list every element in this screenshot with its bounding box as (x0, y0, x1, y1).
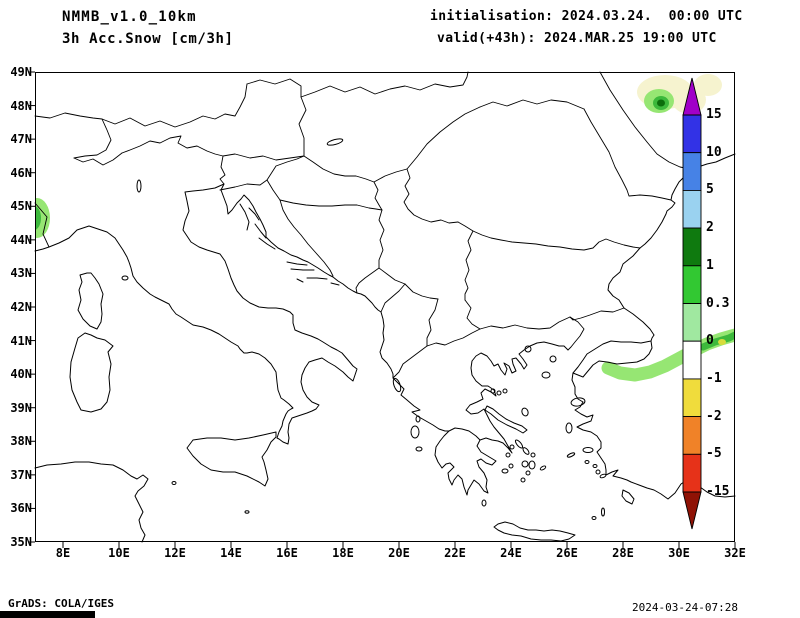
lon-tick-label: 32E (724, 546, 746, 560)
colorbar-scale (682, 77, 702, 530)
lat-tick-label: 39N (10, 400, 32, 415)
initialisation-time: initialisation: 2024.03.24. 00:00 UTC (430, 9, 743, 24)
colorbar-segment (682, 227, 702, 267)
grads-credit: GrADS: COLA/IGES (8, 597, 114, 610)
island-evia (484, 405, 528, 434)
lat-tick-label: 47N (10, 132, 32, 147)
colorbar-tick-label: -2 (706, 408, 722, 424)
island-crete (493, 521, 576, 542)
lat-tick-label: 38N (10, 434, 32, 449)
bottom-left-black-bar (0, 611, 95, 618)
lat-tick-label: 36N (10, 501, 32, 516)
colorbar-tick-label: 10 (706, 144, 722, 160)
lon-tick-label: 24E (500, 546, 522, 560)
colorbar-tick-label: 0 (706, 333, 714, 349)
colorbar (678, 70, 708, 539)
coast-greece-west (392, 377, 481, 441)
lat-tick-label: 49N (10, 65, 32, 79)
colorbar-segment (682, 265, 702, 304)
colorbar-segment (682, 114, 702, 154)
colorbar-segment (682, 453, 702, 493)
coast-sardinia (69, 332, 114, 413)
lon-tick-label: 12E (164, 546, 186, 560)
colorbar-tick-label: -1 (706, 370, 722, 386)
colorbar-segment (682, 491, 702, 530)
map-frame (35, 72, 735, 542)
lon-tick-label: 18E (332, 546, 354, 560)
lon-tick-label: 20E (388, 546, 410, 560)
lon-tick-label: 30E (668, 546, 690, 560)
field-title: 3h Acc.Snow [cm/3h] (62, 31, 234, 47)
colorbar-tick-label: 15 (706, 107, 722, 122)
coast-bulgaria-turkey (607, 247, 655, 336)
lon-tick-label: 14E (220, 546, 242, 560)
coast-sicily (186, 431, 277, 487)
colorbar-segment (682, 378, 702, 418)
country-borders (34, 71, 691, 379)
lon-tick-label: 22E (444, 546, 466, 560)
lat-tick-label: 41N (10, 333, 32, 348)
coast-corsica (77, 272, 104, 330)
lat-tick-label: 44N (10, 232, 32, 247)
lat-tick-label: 42N (10, 299, 32, 314)
colorbar-segment (682, 340, 702, 380)
coast-peloponnese (434, 430, 497, 496)
colorbar-segment (682, 189, 702, 229)
lat-tick-label: 35N (10, 534, 32, 549)
lat-tick-label: 46N (10, 165, 32, 180)
colorbar-tick-label: -5 (706, 446, 722, 462)
colorbar-segment (682, 77, 702, 116)
colorbar-segment (682, 303, 702, 342)
coast-italy (34, 183, 358, 445)
model-title: NMMB_v1.0_10km (62, 9, 197, 25)
lat-tick-label: 48N (10, 98, 32, 113)
map-plot-area (29, 71, 736, 548)
coast-greece-east (465, 341, 569, 454)
coastlines (34, 138, 736, 543)
coast-adriatic-east (220, 183, 394, 379)
colorbar-tick-label: 1 (706, 257, 714, 273)
colorbar-tick-label: -15 (706, 484, 730, 499)
valid-time: valid(+43h): 2024.MAR.25 19:00 UTC (437, 31, 717, 46)
colorbar-segment (682, 152, 702, 191)
islands (121, 138, 635, 520)
lon-tick-label: 26E (556, 546, 578, 560)
lon-tick-label: 10E (108, 546, 130, 560)
lat-tick-label: 43N (10, 266, 32, 281)
generation-timestamp: 2024-03-24-07:28 (632, 601, 738, 614)
lon-tick-label: 28E (612, 546, 634, 560)
lat-tick-label: 40N (10, 367, 32, 382)
lon-tick-label: 8E (55, 546, 71, 560)
coast-north-africa (34, 461, 149, 543)
coast-marmara (572, 334, 655, 378)
colorbar-tick-label: 2 (706, 220, 714, 236)
colorbar-segment (682, 416, 702, 455)
lat-tick-label: 37N (10, 467, 32, 482)
lat-tick-label: 45N (10, 199, 32, 214)
axis-ticks (29, 71, 736, 548)
lon-tick-label: 16E (276, 546, 298, 560)
colorbar-tick-label: 0.3 (706, 295, 730, 311)
colorbar-tick-label: 5 (706, 182, 714, 198)
snow-accumulation-patches (35, 74, 735, 382)
coast-turkey-aegean (571, 372, 736, 500)
coast-black-sea-west (639, 153, 736, 249)
